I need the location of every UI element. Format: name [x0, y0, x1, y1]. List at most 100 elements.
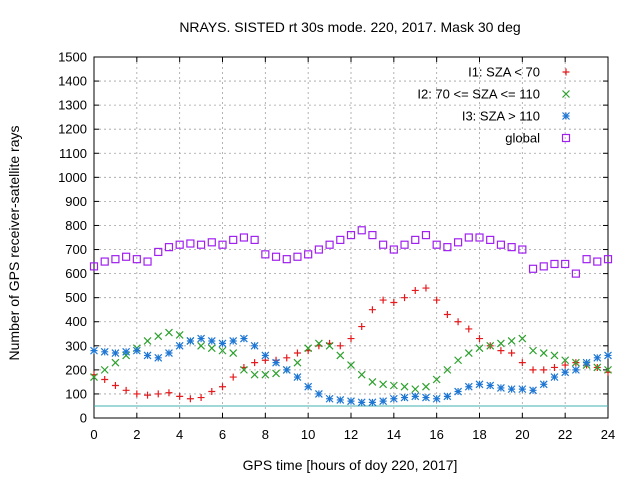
plus-marker [550, 363, 558, 371]
cross-marker [111, 358, 120, 367]
y-tick-label: 1000 [58, 170, 87, 185]
data-point [164, 243, 174, 252]
cross-marker [571, 358, 580, 367]
star-marker [464, 382, 473, 391]
data-point [379, 380, 388, 389]
square-marker [239, 233, 249, 242]
star-marker [165, 349, 173, 357]
data-point [143, 257, 152, 266]
x-tick-label: 0 [90, 427, 97, 442]
data-point [304, 382, 313, 391]
data-point [122, 347, 131, 356]
legend: I1: SZA < 70 I2: 70 <= SZA <= 110 I3: SZA … [417, 65, 571, 146]
data-point [154, 353, 163, 362]
data-point [411, 385, 420, 394]
cross-marker [336, 351, 345, 360]
square-marker [400, 240, 409, 249]
data-point [165, 349, 173, 357]
y-tick-label: 200 [65, 362, 87, 377]
legend-entry: global [505, 131, 571, 146]
square-marker [357, 226, 366, 235]
star-marker [389, 394, 398, 403]
cross-marker [304, 344, 313, 353]
data-point [336, 342, 344, 350]
data-point [186, 395, 194, 403]
data-point [422, 393, 430, 402]
x-axis-label: GPS time [hours of doy 220, 2017] [243, 457, 458, 473]
plus-marker [518, 359, 526, 367]
plus-marker [165, 389, 173, 397]
star-marker [336, 396, 345, 404]
square-marker [550, 259, 559, 269]
cross-marker [261, 370, 270, 379]
star-marker [143, 351, 152, 360]
data-point [443, 365, 452, 374]
data-point [508, 349, 516, 357]
data-point [325, 240, 334, 249]
cross-marker [229, 349, 238, 357]
y-tick-label: 1200 [58, 122, 87, 137]
plus-marker [283, 354, 291, 362]
x-tick-label: 14 [387, 427, 401, 442]
data-point [368, 377, 377, 386]
series-3 [90, 334, 612, 407]
cross-marker [593, 363, 602, 372]
data-point [465, 325, 473, 333]
plus-marker [347, 335, 355, 343]
square-marker [496, 240, 506, 249]
cross-marker [539, 349, 548, 357]
data-point [122, 386, 130, 394]
data-point [293, 358, 302, 367]
data-point [207, 238, 216, 247]
legend-marker [562, 112, 570, 120]
plus-marker [111, 382, 119, 390]
data-point [389, 394, 398, 403]
data-point [132, 255, 141, 264]
data-point [475, 233, 484, 242]
plus-marker [454, 318, 462, 326]
square-marker [432, 240, 441, 249]
data-point [100, 347, 109, 356]
data-point [196, 240, 206, 249]
plus-marker [154, 390, 162, 398]
star-marker [229, 337, 238, 345]
data-point [122, 351, 131, 360]
star-marker [197, 334, 206, 343]
plus-marker [433, 296, 441, 304]
cross-marker [100, 365, 109, 374]
data-point [272, 369, 280, 378]
data-point [229, 235, 238, 245]
data-point [518, 359, 526, 367]
square-marker [132, 255, 141, 264]
data-point [529, 366, 537, 374]
data-point [89, 262, 99, 271]
data-point [197, 341, 206, 350]
plus-marker [144, 391, 152, 399]
plus-marker [422, 284, 430, 292]
data-point [357, 226, 366, 235]
cross-marker [422, 382, 430, 391]
cross-marker [518, 334, 527, 343]
star-marker [218, 339, 227, 348]
star-marker [400, 393, 409, 402]
data-point [464, 233, 473, 242]
cross-marker [272, 369, 280, 378]
series-4 [89, 226, 613, 278]
x-tick-label: 20 [515, 427, 529, 442]
data-point [250, 341, 259, 350]
data-point [528, 264, 538, 273]
square-marker [207, 238, 216, 247]
square-marker [89, 262, 99, 271]
data-point [400, 240, 409, 249]
data-point [496, 240, 506, 249]
plus-marker [293, 349, 301, 357]
cross-marker [464, 349, 473, 357]
plus-marker [176, 392, 184, 400]
plus-marker [540, 366, 548, 374]
data-point [507, 243, 516, 252]
x-tick-label: 12 [344, 427, 358, 442]
ticks: 0100200300400500600700800900100011001200… [58, 50, 615, 443]
star-marker [272, 358, 280, 367]
data-point [144, 391, 152, 399]
star-marker [443, 392, 452, 401]
